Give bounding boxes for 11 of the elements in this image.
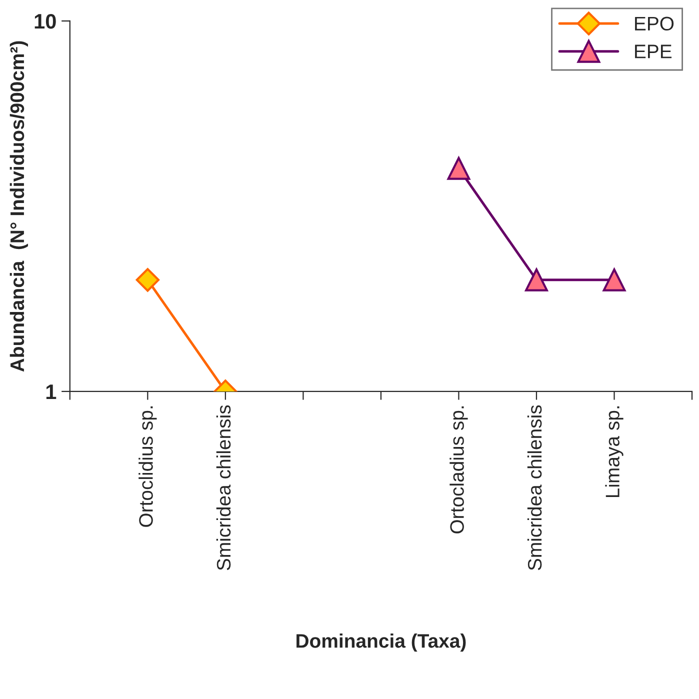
y-tick-label: 1 [46,384,56,399]
x-tick-label: Ortoclidius sp. [138,406,157,527]
y-axis-title: Abundancia (N° Individuos/900cm²) [10,41,28,372]
x-tick-label: Smicridea chilensis [216,405,231,570]
x-tick-label: Limaya sp. [605,406,624,498]
x-axis-title: Dominancia (Taxa) [296,634,466,652]
x-tick-label: Ortocladius sp. [450,406,468,534]
legend-label: EPE [635,44,672,58]
y-tick-label: 10 [34,14,56,29]
x-tick-label: Smicridea chilensis [527,405,542,570]
legend-label: EPO [635,16,674,31]
